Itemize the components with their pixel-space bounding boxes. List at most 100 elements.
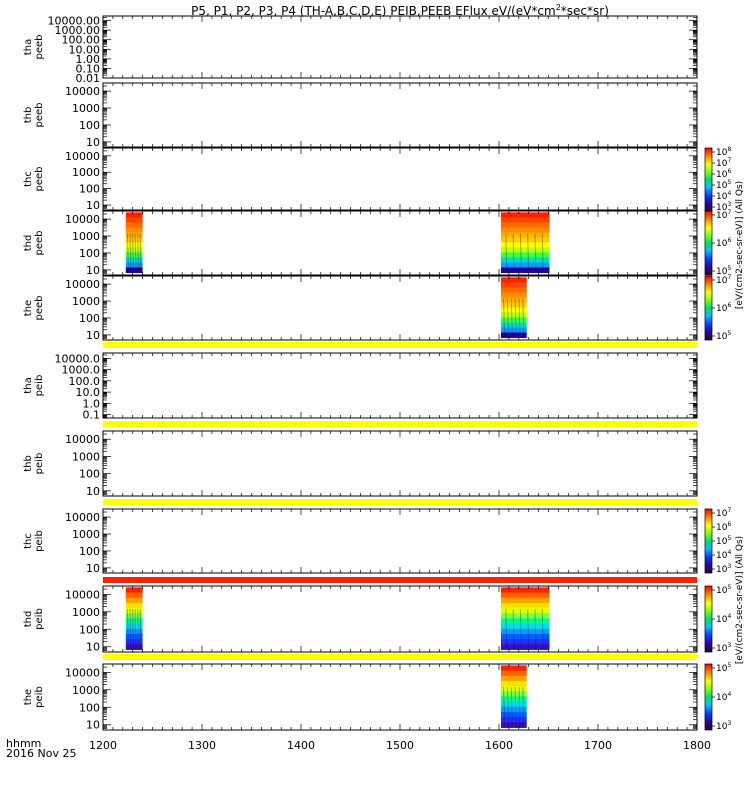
colorbar: 107 106 105 104 103 — [704, 507, 731, 575]
spectrogram-band — [500, 232, 550, 238]
spectrogram-band — [500, 247, 550, 253]
y-tick-label: 10 — [86, 199, 100, 212]
spectrogram-band — [125, 257, 143, 263]
spectrogram-band — [500, 597, 550, 604]
panel-thc-peib: 10000 1000 100 10 thcpeib — [23, 508, 698, 575]
spectrogram-band — [125, 633, 143, 640]
spectrogram-band — [500, 282, 527, 288]
colorbar-tick-label: 104 — [716, 613, 731, 625]
y-tick-label: 1000 — [72, 450, 100, 463]
spectrogram-band — [500, 312, 527, 318]
spectrogram-streak — [527, 233, 530, 273]
spectrogram-band — [500, 608, 550, 614]
spectrogram-band — [500, 618, 550, 625]
spectrogram-band — [500, 267, 550, 274]
x-tick-label: 1400 — [287, 739, 315, 752]
panel-frame — [102, 275, 698, 341]
panel-label: thapeib — [23, 375, 45, 397]
spectrogram-band — [500, 592, 550, 599]
spectrogram-segment — [125, 587, 143, 650]
panel-label: thcpeib — [23, 530, 45, 552]
x-tick-label: 1600 — [485, 739, 513, 752]
y-tick-label: 100 — [79, 183, 100, 196]
y-tick-label: 10 — [86, 719, 100, 732]
y-tick-label: 10.00 — [69, 43, 101, 56]
panel-the-peeb: 10000 1000 100 10 thepeeb — [23, 275, 698, 342]
colorbar: 107 106 105 — [704, 209, 731, 277]
panel-label: thepeib — [23, 686, 45, 708]
y-tick-label: 10 — [86, 264, 100, 277]
panel-frame — [102, 352, 698, 419]
panel-thd-peib: 10000 1000 100 10 thdpeib — [23, 585, 698, 654]
x-tick-label: 1300 — [188, 739, 216, 752]
x-tick-label: 1800 — [683, 739, 711, 752]
plot-title: P5, P1, P2, P3, P4 (TH-A,B,C,D,E) PEIB,P… — [191, 3, 609, 18]
spectrogram-band — [125, 639, 143, 645]
panel-label: thcpeeb — [23, 167, 45, 192]
spectrogram-streak — [129, 233, 132, 273]
y-tick-label: 10.0 — [76, 386, 101, 399]
spectrogram-streak — [510, 687, 513, 728]
x-tick-label: 1700 — [584, 739, 612, 752]
panel-label: thbpeib — [23, 453, 45, 475]
y-tick-label: 10000 — [65, 150, 100, 163]
spectrogram-streak — [505, 609, 508, 650]
y-tick-label: 1.0 — [83, 397, 101, 410]
spectrogram-band — [125, 252, 143, 258]
spectrogram-band — [125, 247, 143, 253]
separator-bar — [103, 421, 697, 427]
spectrogram-streak — [534, 233, 537, 273]
spectrogram-band — [125, 262, 143, 269]
y-tick-label: 100 — [79, 247, 100, 260]
spectrogram-streak — [512, 609, 515, 650]
panel-frame — [102, 508, 698, 574]
spectrogram-streak — [518, 298, 521, 338]
colorbar-tick-label: 106 — [716, 302, 731, 314]
spectrogram-band — [500, 711, 527, 718]
spectrogram-streak — [522, 687, 525, 728]
y-tick-label: 100 — [79, 545, 100, 558]
spectrogram-band — [500, 722, 527, 728]
panel-label: thepeeb — [23, 296, 45, 321]
spectrogram-band — [125, 222, 143, 228]
x-tick-label: 1500 — [386, 739, 414, 752]
panel-thc-peeb: 10000 1000 100 10 thcpeeb — [23, 147, 698, 212]
spectrogram-band — [500, 675, 527, 682]
spectrogram-band — [500, 297, 527, 303]
spectrogram-band — [500, 644, 550, 650]
spectrogram-band — [500, 292, 527, 298]
spectrogram-streak — [514, 298, 517, 338]
colorbar-tick-label: 108 — [716, 146, 731, 158]
spectrogram-band — [500, 623, 550, 630]
spectrogram-segment — [500, 665, 527, 728]
panel-label: thbpeeb — [23, 103, 45, 128]
spectrogram-band — [125, 597, 143, 604]
spectrogram-streak — [132, 233, 135, 273]
spectrogram-band — [125, 618, 143, 625]
y-tick-label: 10000 — [65, 666, 100, 679]
y-tick-label: 0.10 — [76, 62, 101, 75]
y-tick-label: 100.0 — [69, 375, 101, 388]
spectrogram-band — [500, 628, 550, 635]
separator-bar — [103, 654, 697, 660]
separator-bar — [103, 499, 697, 505]
y-tick-label: 1000 — [72, 528, 100, 541]
spectrogram-band — [500, 317, 527, 323]
spectrogram-streak — [522, 298, 525, 338]
spectrogram-band — [500, 680, 527, 687]
spectrogram-band — [125, 212, 143, 218]
spectrogram-band — [500, 277, 527, 283]
spectrogram-band — [500, 717, 527, 723]
spectrogram-streak — [514, 687, 517, 728]
colorbar-gradient — [704, 147, 713, 212]
y-tick-label: 1000.0 — [62, 364, 101, 377]
spectrogram-band — [125, 623, 143, 630]
spectrogram-band — [125, 227, 143, 233]
spectrogram-band — [125, 628, 143, 635]
spectrogram-band — [500, 212, 550, 218]
spectrogram-segment — [500, 212, 550, 274]
panel-frame — [102, 210, 698, 276]
y-tick-label: 1000.00 — [55, 24, 101, 37]
